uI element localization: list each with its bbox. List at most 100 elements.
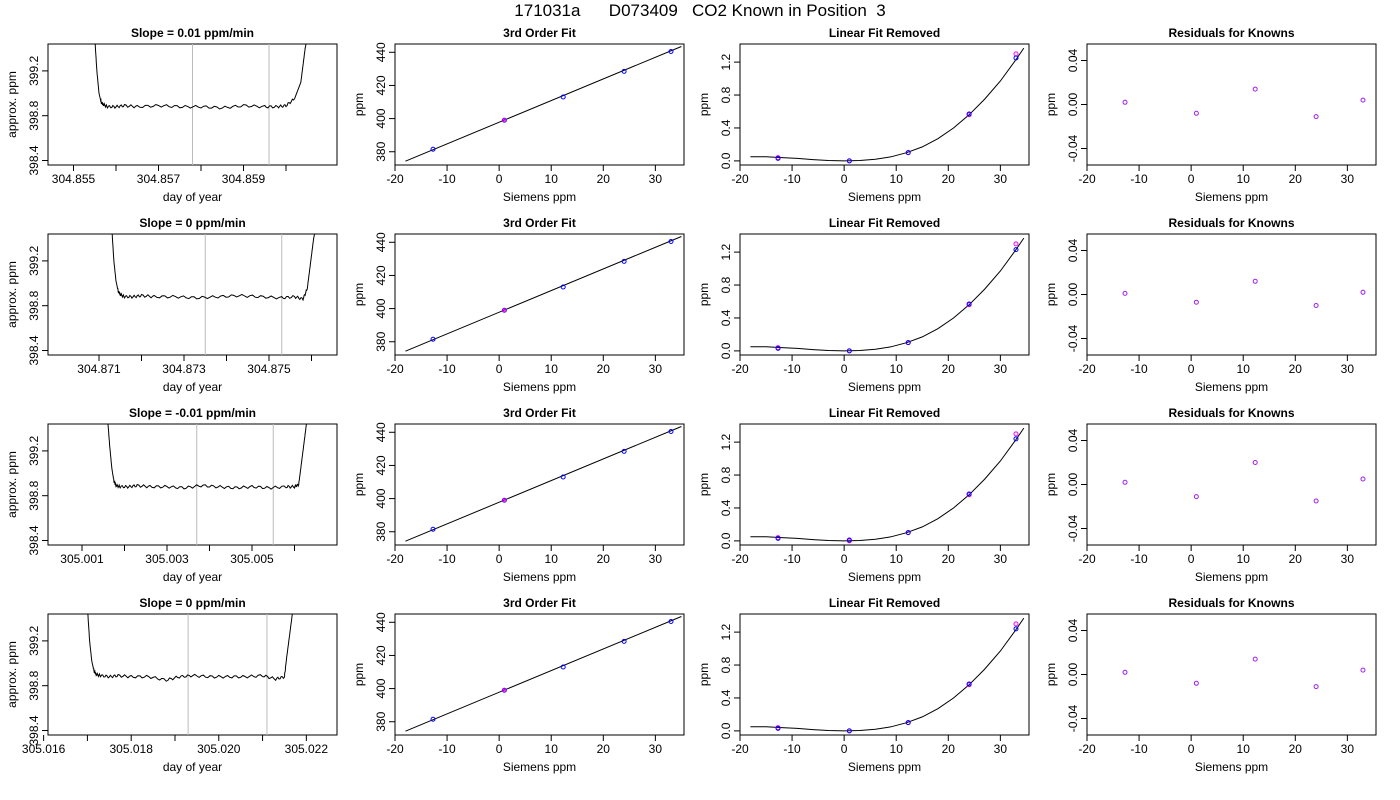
x-tick-label: 10 [1237, 552, 1251, 566]
plot-area [405, 426, 682, 542]
data-point [1252, 460, 1258, 465]
x-tick-label: 30 [994, 172, 1008, 186]
data-point [846, 728, 852, 734]
y-axis-label: ppm [1044, 473, 1058, 496]
x-tick-label: 10 [1237, 742, 1251, 756]
data-point [1122, 669, 1128, 675]
x-tick-label: 30 [994, 552, 1008, 566]
y-tick-label: 420 [374, 75, 388, 95]
y-tick-label: 400 [374, 298, 388, 318]
x-axis-label: day of year [163, 190, 222, 204]
panel-2-2: 3rd Order Fit -20 -10 0 10 20 30 380 400 420 440 Si… [352, 216, 685, 394]
plot-frame [394, 233, 685, 356]
fit-curve [750, 47, 1025, 162]
y-axis-label: ppm [1044, 93, 1058, 116]
plot-frame [394, 613, 685, 736]
y-axis-label: ppm [352, 663, 366, 686]
y-tick-label: 1.2 [719, 53, 733, 70]
y-tick-label: 0.0 [719, 722, 733, 739]
x-tick-label: 10 [1237, 362, 1251, 376]
x-tick-label: 0 [841, 172, 848, 186]
y-tick-label: 398.4 [27, 715, 41, 745]
data-point [1360, 97, 1366, 103]
fit-point [502, 118, 507, 123]
x-tick-label: 30 [1341, 362, 1355, 376]
x-axis-label: Siemens ppm [503, 190, 576, 204]
y-tick-label: 0.0 [719, 532, 733, 549]
x-tick-label: 0 [841, 742, 848, 756]
fit-line [405, 236, 682, 352]
x-axis-label: Siemens ppm [503, 760, 576, 774]
panel-title: 3rd Order Fit [503, 596, 576, 610]
x-tick-label: 304.859 [222, 172, 266, 186]
y-tick-label: 398.8 [27, 670, 41, 700]
x-tick-label: 10 [890, 362, 904, 376]
y-tick-label: 0.4 [719, 499, 733, 516]
x-tick-label: 10 [890, 742, 904, 756]
x-tick-label: 10 [545, 742, 559, 756]
y-tick-label: 0.4 [719, 119, 733, 136]
data-point [1252, 656, 1258, 662]
y-tick-label: 420 [374, 265, 388, 285]
x-axis-label: Siemens ppm [1195, 570, 1268, 584]
panel-title: Linear Fit Removed [829, 596, 940, 610]
x-tick-label: 0 [496, 742, 503, 756]
fit-point [502, 308, 507, 313]
data-point [775, 155, 781, 161]
panel-title: Linear Fit Removed [829, 216, 940, 230]
plot-area [750, 617, 1025, 734]
plot-frame [739, 613, 1030, 736]
panel-title: Slope = 0 ppm/min [139, 596, 245, 610]
plot-area [750, 237, 1025, 354]
x-tick-label: -20 [1078, 742, 1096, 756]
y-tick-label: 0.04 [1066, 428, 1080, 452]
y-tick-label: 399.2 [27, 626, 41, 656]
plot-frame [47, 423, 338, 546]
data-point [1193, 494, 1199, 500]
data-point [966, 301, 972, 307]
x-axis-label: Siemens ppm [1195, 190, 1268, 204]
panel-4-4: Residuals for Knowns -20 -10 0 10 20 30 -0.04 0.… [1044, 596, 1377, 774]
fit-line [405, 46, 682, 162]
data-point [1013, 55, 1019, 61]
panel-3-1: Slope = -0.01 ppm/min 305.001 305.003 305.0… [5, 406, 338, 584]
y-tick-label: -0.04 [1066, 135, 1080, 163]
x-tick-label: -20 [386, 552, 404, 566]
x-tick-label: -20 [731, 552, 749, 566]
y-tick-label: 0.00 [1066, 662, 1080, 686]
fit-curve [750, 237, 1025, 352]
fit-point [502, 498, 507, 503]
y-tick-label: 0.0 [719, 152, 733, 169]
y-tick-label: 0.04 [1066, 48, 1080, 72]
x-tick-label: -20 [1078, 362, 1096, 376]
y-axis-label: ppm [697, 473, 711, 496]
panel-title: Linear Fit Removed [829, 406, 940, 420]
x-tick-label: 30 [1341, 172, 1355, 186]
y-axis-label: ppm [1044, 663, 1058, 686]
fit-line [405, 426, 682, 542]
data-point [905, 720, 911, 726]
plot-area [87, 614, 293, 735]
x-axis-label: Siemens ppm [1195, 380, 1268, 394]
x-tick-label: 304.857 [137, 172, 181, 186]
plot-frame [739, 43, 1030, 166]
plot-frame [394, 423, 685, 546]
x-tick-label: -20 [1078, 172, 1096, 186]
plot-area [750, 427, 1025, 544]
x-tick-label: 0 [1188, 172, 1195, 186]
x-tick-label: 0 [496, 362, 503, 376]
y-tick-label: -0.04 [1066, 325, 1080, 353]
panel-3-3: Linear Fit Removed -20 -10 0 10 20 30 0.0 0.4 0.8… [697, 406, 1030, 584]
data-point [905, 340, 911, 346]
x-tick-label: 0 [1188, 552, 1195, 566]
y-tick-label: 400 [374, 488, 388, 508]
y-tick-label: 398.4 [27, 145, 41, 175]
y-tick-label: 0.4 [719, 309, 733, 326]
data-point [560, 474, 566, 480]
x-tick-label: 305.003 [145, 552, 189, 566]
x-tick-label: 20 [597, 172, 611, 186]
panel-2-1: Slope = 0 ppm/min 304.871 304.873 304.875 39… [5, 216, 338, 394]
plot-frame [1086, 233, 1377, 356]
y-axis-label: approx. ppm [5, 451, 19, 518]
plot-frame [1086, 423, 1377, 546]
